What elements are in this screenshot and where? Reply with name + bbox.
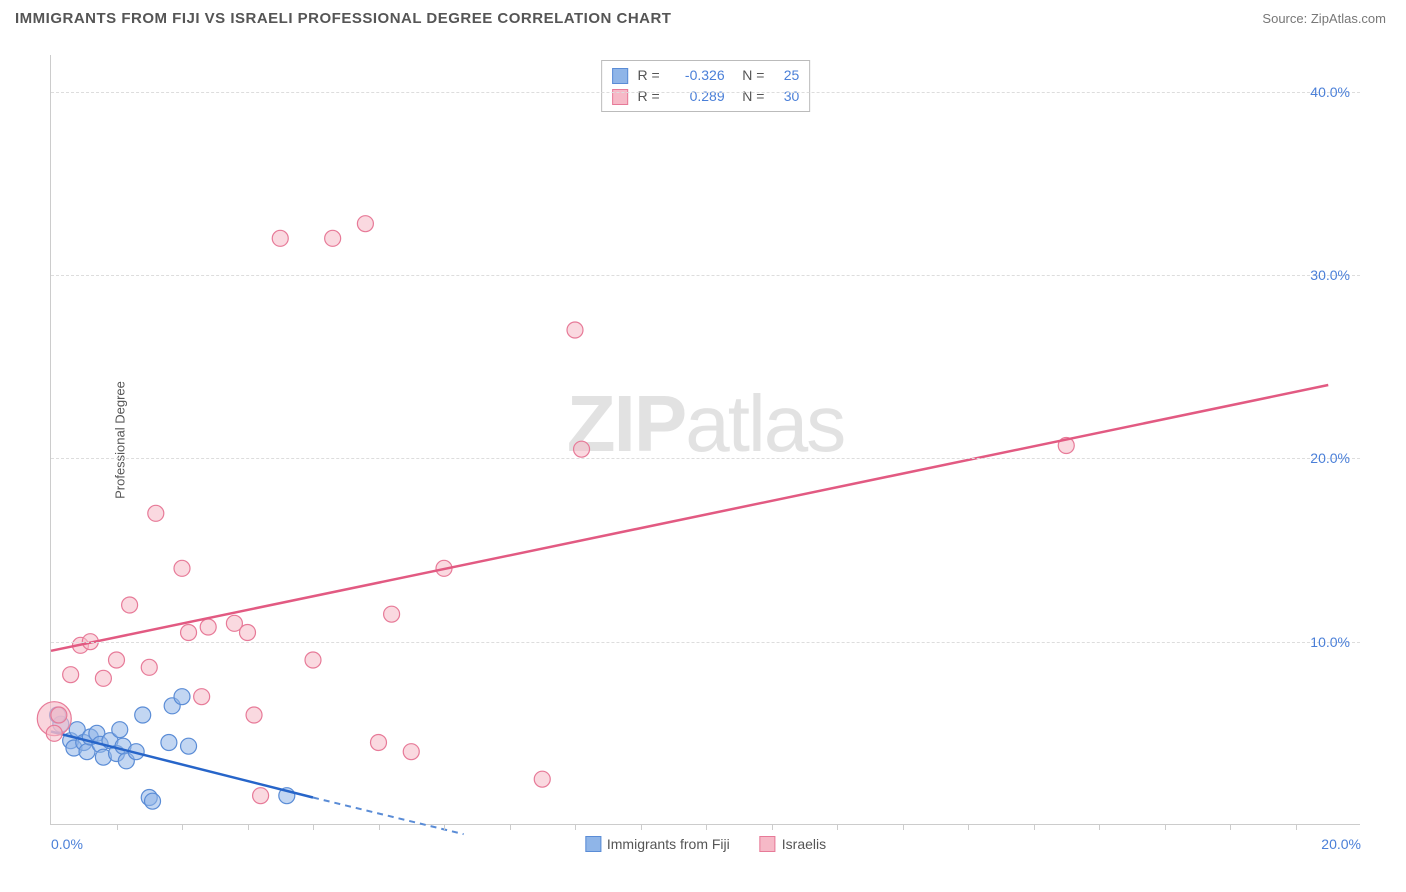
x-minor-tick bbox=[968, 824, 969, 830]
scatter-point bbox=[384, 606, 400, 622]
scatter-point bbox=[112, 722, 128, 738]
scatter-point bbox=[122, 597, 138, 613]
x-tick-label: 0.0% bbox=[51, 836, 83, 852]
n-value: 25 bbox=[774, 65, 799, 86]
correlation-legend-row: R = -0.326 N = 25 bbox=[612, 65, 800, 86]
x-minor-tick bbox=[248, 824, 249, 830]
scatter-point bbox=[574, 441, 590, 457]
gridline-horizontal bbox=[51, 458, 1360, 459]
x-tick-label: 20.0% bbox=[1321, 836, 1361, 852]
scatter-point bbox=[141, 659, 157, 675]
x-minor-tick bbox=[575, 824, 576, 830]
y-tick-label: 20.0% bbox=[1310, 450, 1350, 466]
y-tick-label: 30.0% bbox=[1310, 267, 1350, 283]
scatter-plot-svg bbox=[51, 55, 1360, 824]
x-minor-tick bbox=[379, 824, 380, 830]
x-minor-tick bbox=[1165, 824, 1166, 830]
source-attribution: Source: ZipAtlas.com bbox=[1262, 11, 1386, 26]
scatter-point bbox=[305, 652, 321, 668]
r-value: 0.289 bbox=[670, 86, 725, 107]
x-minor-tick bbox=[706, 824, 707, 830]
scatter-point bbox=[253, 788, 269, 804]
chart-plot-area: Professional Degree ZIPatlas R = -0.326 … bbox=[50, 55, 1360, 825]
scatter-point bbox=[403, 744, 419, 760]
legend-swatch bbox=[585, 836, 601, 852]
scatter-point bbox=[174, 689, 190, 705]
chart-header: IMMIGRANTS FROM FIJI VS ISRAELI PROFESSI… bbox=[0, 0, 1406, 32]
chart-title: IMMIGRANTS FROM FIJI VS ISRAELI PROFESSI… bbox=[15, 10, 671, 27]
x-minor-tick bbox=[1099, 824, 1100, 830]
trend-line bbox=[51, 385, 1328, 651]
series-legend-item: Israelis bbox=[760, 836, 826, 852]
gridline-horizontal bbox=[51, 92, 1360, 93]
scatter-point bbox=[145, 793, 161, 809]
scatter-point bbox=[534, 771, 550, 787]
x-minor-tick bbox=[444, 824, 445, 830]
y-tick-label: 40.0% bbox=[1310, 84, 1350, 100]
scatter-point bbox=[135, 707, 151, 723]
source-label: Source: bbox=[1262, 11, 1307, 26]
trend-line-dashed bbox=[313, 798, 464, 835]
scatter-point bbox=[148, 505, 164, 521]
x-minor-tick bbox=[903, 824, 904, 830]
n-label: N = bbox=[731, 65, 769, 86]
x-minor-tick bbox=[1230, 824, 1231, 830]
scatter-point bbox=[46, 725, 62, 741]
scatter-point bbox=[240, 625, 256, 641]
gridline-horizontal bbox=[51, 275, 1360, 276]
scatter-point bbox=[181, 738, 197, 754]
series-legend: Immigrants from Fiji Israelis bbox=[585, 836, 826, 852]
scatter-point bbox=[246, 707, 262, 723]
scatter-point bbox=[194, 689, 210, 705]
x-minor-tick bbox=[1296, 824, 1297, 830]
legend-swatch bbox=[612, 68, 628, 84]
scatter-point bbox=[95, 670, 111, 686]
n-value: 30 bbox=[774, 86, 799, 107]
x-minor-tick bbox=[182, 824, 183, 830]
series-legend-label: Immigrants from Fiji bbox=[607, 836, 730, 852]
scatter-point bbox=[109, 652, 125, 668]
legend-swatch bbox=[760, 836, 776, 852]
x-minor-tick bbox=[772, 824, 773, 830]
r-label: R = bbox=[634, 65, 664, 86]
scatter-point bbox=[325, 230, 341, 246]
series-legend-label: Israelis bbox=[782, 836, 826, 852]
n-label: N = bbox=[731, 86, 769, 107]
scatter-point bbox=[161, 735, 177, 751]
y-tick-label: 10.0% bbox=[1310, 634, 1350, 650]
scatter-point bbox=[357, 216, 373, 232]
scatter-point bbox=[567, 322, 583, 338]
correlation-legend: R = -0.326 N = 25 R = 0.289 N = 30 bbox=[601, 60, 811, 112]
scatter-point bbox=[63, 667, 79, 683]
x-minor-tick bbox=[1034, 824, 1035, 830]
scatter-point bbox=[51, 707, 67, 723]
series-legend-item: Immigrants from Fiji bbox=[585, 836, 730, 852]
x-minor-tick bbox=[510, 824, 511, 830]
gridline-horizontal bbox=[51, 642, 1360, 643]
source-value: ZipAtlas.com bbox=[1311, 11, 1386, 26]
r-value: -0.326 bbox=[670, 65, 725, 86]
correlation-legend-row: R = 0.289 N = 30 bbox=[612, 86, 800, 107]
x-minor-tick bbox=[117, 824, 118, 830]
scatter-point bbox=[200, 619, 216, 635]
scatter-point bbox=[371, 735, 387, 751]
scatter-point bbox=[272, 230, 288, 246]
x-minor-tick bbox=[837, 824, 838, 830]
x-minor-tick bbox=[313, 824, 314, 830]
scatter-point bbox=[181, 625, 197, 641]
scatter-point bbox=[174, 560, 190, 576]
r-label: R = bbox=[634, 86, 664, 107]
x-minor-tick bbox=[641, 824, 642, 830]
